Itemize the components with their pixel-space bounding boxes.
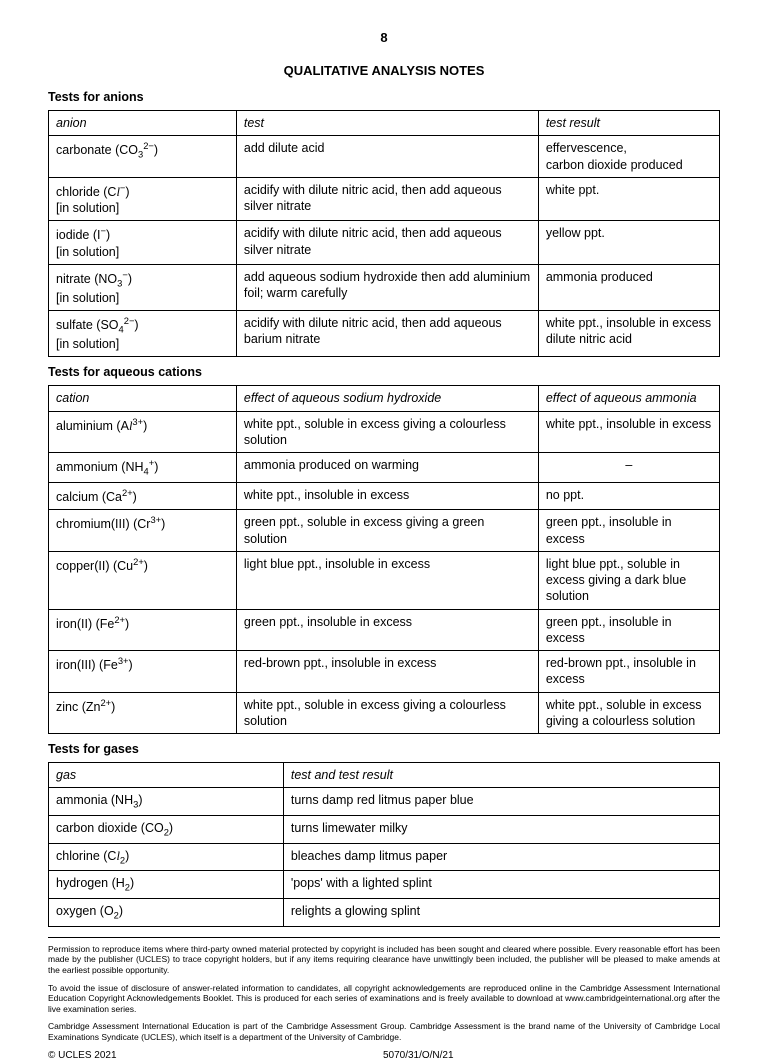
- anion-cell: sulfate (SO42−)[in solution]: [49, 311, 237, 357]
- naoh-cell: red-brown ppt., insoluble in excess: [236, 651, 538, 693]
- anion-cell: carbonate (CO32−): [49, 136, 237, 178]
- nh3-cell: green ppt., insoluble in excess: [538, 609, 719, 651]
- nh3-cell: red-brown ppt., insoluble in excess: [538, 651, 719, 693]
- copyright-block: Permission to reproduce items where thir…: [48, 937, 720, 1043]
- col-header: anion: [49, 111, 237, 136]
- table-row: ammonia (NH3)turns damp red litmus paper…: [49, 788, 720, 816]
- naoh-cell: green ppt., insoluble in excess: [236, 609, 538, 651]
- table-row: carbon dioxide (CO2)turns limewater milk…: [49, 815, 720, 843]
- page-number: 8: [48, 30, 720, 45]
- table-header-row: gas test and test result: [49, 763, 720, 788]
- anions-section-title: Tests for anions: [48, 90, 720, 104]
- copyright-para: Cambridge Assessment International Educa…: [48, 1021, 720, 1042]
- col-header: effect of aqueous sodium hydroxide: [236, 386, 538, 411]
- naoh-cell: white ppt., soluble in excess giving a c…: [236, 411, 538, 453]
- cation-cell: ammonium (NH4+): [49, 453, 237, 483]
- table-row: sulfate (SO42−)[in solution]acidify with…: [49, 311, 720, 357]
- col-header: test: [236, 111, 538, 136]
- test-cell: add aqueous sodium hydroxide then add al…: [236, 265, 538, 311]
- test-cell: acidify with dilute nitric acid, then ad…: [236, 177, 538, 221]
- nh3-cell: white ppt., soluble in excess giving a c…: [538, 692, 719, 734]
- anions-table: anion test test result carbonate (CO32−)…: [48, 110, 720, 357]
- table-row: aluminium (Al3+)white ppt., soluble in e…: [49, 411, 720, 453]
- cations-section-title: Tests for aqueous cations: [48, 365, 720, 379]
- result-cell: ammonia produced: [538, 265, 719, 311]
- footer-center: 5070/31/O/N/21: [383, 1050, 454, 1061]
- naoh-cell: green ppt., soluble in excess giving a g…: [236, 510, 538, 552]
- nh3-cell: no ppt.: [538, 482, 719, 509]
- result-cell: white ppt.: [538, 177, 719, 221]
- footer: © UCLES 2021 5070/31/O/N/21: [48, 1050, 720, 1061]
- table-row: hydrogen (H2)'pops' with a lighted splin…: [49, 871, 720, 899]
- cation-cell: iron(II) (Fe2+): [49, 609, 237, 651]
- copyright-para: Permission to reproduce items where thir…: [48, 944, 720, 976]
- cation-cell: chromium(III) (Cr3+): [49, 510, 237, 552]
- naoh-cell: white ppt., insoluble in excess: [236, 482, 538, 509]
- gas-cell: hydrogen (H2): [49, 871, 284, 899]
- table-row: iron(II) (Fe2+)green ppt., insoluble in …: [49, 609, 720, 651]
- test-cell: add dilute acid: [236, 136, 538, 178]
- anion-cell: chloride (Cl−)[in solution]: [49, 177, 237, 221]
- table-row: nitrate (NO3−)[in solution]add aqueous s…: [49, 265, 720, 311]
- table-row: copper(II) (Cu2+)light blue ppt., insolu…: [49, 551, 720, 609]
- gas-cell: carbon dioxide (CO2): [49, 815, 284, 843]
- test-cell: acidify with dilute nitric acid, then ad…: [236, 221, 538, 265]
- gas-result-cell: relights a glowing splint: [283, 899, 719, 927]
- cation-cell: aluminium (Al3+): [49, 411, 237, 453]
- gases-table: gas test and test result ammonia (NH3)tu…: [48, 762, 720, 927]
- nh3-cell: –: [538, 453, 719, 483]
- table-row: iron(III) (Fe3+)red-brown ppt., insolubl…: [49, 651, 720, 693]
- nh3-cell: light blue ppt., soluble in excess givin…: [538, 551, 719, 609]
- gas-result-cell: turns limewater milky: [283, 815, 719, 843]
- cation-cell: copper(II) (Cu2+): [49, 551, 237, 609]
- copyright-para: To avoid the issue of disclosure of answ…: [48, 983, 720, 1015]
- result-cell: white ppt., insoluble in excess dilute n…: [538, 311, 719, 357]
- main-title: QUALITATIVE ANALYSIS NOTES: [48, 63, 720, 78]
- gas-cell: oxygen (O2): [49, 899, 284, 927]
- table-row: carbonate (CO32−)add dilute acidefferves…: [49, 136, 720, 178]
- col-header: gas: [49, 763, 284, 788]
- table-row: ammonium (NH4+)ammonia produced on warmi…: [49, 453, 720, 483]
- anion-cell: iodide (I−)[in solution]: [49, 221, 237, 265]
- col-header: test result: [538, 111, 719, 136]
- result-cell: yellow ppt.: [538, 221, 719, 265]
- cation-cell: zinc (Zn2+): [49, 692, 237, 734]
- table-row: calcium (Ca2+)white ppt., insoluble in e…: [49, 482, 720, 509]
- test-cell: acidify with dilute nitric acid, then ad…: [236, 311, 538, 357]
- anion-cell: nitrate (NO3−)[in solution]: [49, 265, 237, 311]
- col-header: test and test result: [283, 763, 719, 788]
- gas-result-cell: bleaches damp litmus paper: [283, 843, 719, 871]
- nh3-cell: white ppt., insoluble in excess: [538, 411, 719, 453]
- table-row: chromium(III) (Cr3+)green ppt., soluble …: [49, 510, 720, 552]
- table-row: zinc (Zn2+)white ppt., soluble in excess…: [49, 692, 720, 734]
- gas-result-cell: 'pops' with a lighted splint: [283, 871, 719, 899]
- naoh-cell: white ppt., soluble in excess giving a c…: [236, 692, 538, 734]
- gas-cell: chlorine (Cl2): [49, 843, 284, 871]
- col-header: effect of aqueous ammonia: [538, 386, 719, 411]
- gases-section-title: Tests for gases: [48, 742, 720, 756]
- naoh-cell: light blue ppt., insoluble in excess: [236, 551, 538, 609]
- gas-cell: ammonia (NH3): [49, 788, 284, 816]
- table-row: oxygen (O2)relights a glowing splint: [49, 899, 720, 927]
- table-row: chloride (Cl−)[in solution]acidify with …: [49, 177, 720, 221]
- table-row: iodide (I−)[in solution]acidify with dil…: [49, 221, 720, 265]
- col-header: cation: [49, 386, 237, 411]
- table-header-row: anion test test result: [49, 111, 720, 136]
- result-cell: effervescence,carbon dioxide produced: [538, 136, 719, 178]
- table-header-row: cation effect of aqueous sodium hydroxid…: [49, 386, 720, 411]
- table-row: chlorine (Cl2)bleaches damp litmus paper: [49, 843, 720, 871]
- naoh-cell: ammonia produced on warming: [236, 453, 538, 483]
- gas-result-cell: turns damp red litmus paper blue: [283, 788, 719, 816]
- cation-cell: iron(III) (Fe3+): [49, 651, 237, 693]
- cations-table: cation effect of aqueous sodium hydroxid…: [48, 385, 720, 734]
- nh3-cell: green ppt., insoluble in excess: [538, 510, 719, 552]
- cation-cell: calcium (Ca2+): [49, 482, 237, 509]
- footer-left: © UCLES 2021: [48, 1050, 117, 1061]
